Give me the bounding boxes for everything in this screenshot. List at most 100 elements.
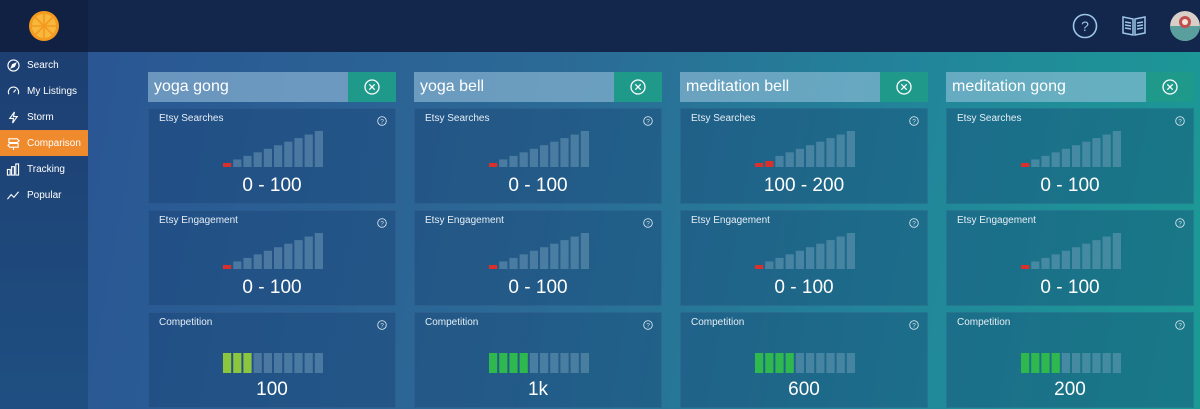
meter-bar <box>1102 134 1111 167</box>
sidebar-item-comparison[interactable]: Comparison <box>0 130 88 156</box>
meter-bar <box>233 159 242 167</box>
meter-bar <box>223 163 232 167</box>
meter-bar <box>580 131 589 167</box>
meter-bar <box>1061 148 1070 167</box>
keyword-input[interactable]: meditation gong <box>946 72 1146 102</box>
help-icon[interactable]: ? <box>909 215 919 228</box>
meter-bar <box>1072 247 1081 269</box>
meter-bar <box>253 152 262 167</box>
sidebar-item-popular[interactable]: Popular <box>0 182 88 208</box>
meter-bar <box>274 145 283 167</box>
meter-bar <box>836 236 845 269</box>
svg-text:?: ? <box>646 220 650 227</box>
meter-bar <box>304 134 313 167</box>
help-icon[interactable]: ? <box>1175 317 1185 330</box>
meter-bar <box>1061 353 1070 373</box>
meter-bar <box>529 353 538 373</box>
meter-bar <box>263 148 272 167</box>
help-icon[interactable]: ? <box>377 113 387 126</box>
meter-bar <box>284 243 293 269</box>
meter-bar <box>233 261 242 269</box>
meter-bar <box>243 353 252 373</box>
help-icon[interactable]: ? <box>1175 113 1185 126</box>
keyword-row: meditation gong <box>946 72 1194 102</box>
meter-bar <box>1082 141 1091 167</box>
meter-bar <box>1051 353 1060 373</box>
keyword-input[interactable]: yoga bell <box>414 72 614 102</box>
competition-bars <box>489 353 589 373</box>
sidebar: Search My Listings Storm Comparison Tracking… <box>0 52 88 409</box>
help-icon[interactable]: ? <box>643 317 653 330</box>
logo[interactable] <box>0 0 88 52</box>
help-icon[interactable]: ? <box>909 317 919 330</box>
sidebar-item-storm[interactable]: Storm <box>0 104 88 130</box>
help-icon[interactable]: ? <box>643 215 653 228</box>
meter-bar <box>836 353 845 373</box>
meter-bar <box>785 152 794 167</box>
sidebar-item-my-listings[interactable]: My Listings <box>0 78 88 104</box>
meter-bar <box>1102 236 1111 269</box>
meter-bar <box>785 353 794 373</box>
remove-keyword-button[interactable] <box>880 72 928 102</box>
engagement-card: Etsy Engagement? 0 - 100 <box>148 210 396 306</box>
meter-bar <box>846 353 855 373</box>
meter-bar <box>580 233 589 269</box>
card-value: 1k <box>527 379 549 400</box>
card-value: 100 - 200 <box>763 175 845 196</box>
meter-bar <box>1082 353 1091 373</box>
meter-bar <box>826 240 835 269</box>
help-icon[interactable]: ? <box>377 317 387 330</box>
engagement-card: Etsy Engagement? 0 - 100 <box>946 210 1194 306</box>
help-icon[interactable]: ? <box>909 113 919 126</box>
meter-bar <box>1072 145 1081 167</box>
meter-bar <box>1112 131 1121 167</box>
card-title: Competition <box>957 317 1011 328</box>
meter-bar <box>570 134 579 167</box>
meter-bar <box>499 261 508 269</box>
meter-bar <box>294 353 303 373</box>
svg-text:?: ? <box>1081 18 1089 34</box>
card-title: Competition <box>691 317 745 328</box>
meter-bar <box>775 353 784 373</box>
volume-meter <box>489 233 589 269</box>
meter-bar <box>1041 353 1050 373</box>
remove-keyword-button[interactable] <box>1146 72 1194 102</box>
volume-meter <box>755 131 855 167</box>
meter-bar <box>836 134 845 167</box>
keyword-input[interactable]: meditation bell <box>680 72 880 102</box>
searches-card: Etsy Searches? 0 - 100 <box>148 108 396 204</box>
meter-bar <box>795 148 804 167</box>
card-value: 600 <box>788 379 820 400</box>
card-value: 0 - 100 <box>508 175 568 196</box>
meter-bar <box>253 353 262 373</box>
remove-keyword-button[interactable] <box>614 72 662 102</box>
sidebar-item-tracking[interactable]: Tracking <box>0 156 88 182</box>
meter-bar <box>1102 353 1111 373</box>
book-icon[interactable] <box>1121 13 1147 39</box>
sidebar-item-search[interactable]: Search <box>0 52 88 78</box>
remove-keyword-button[interactable] <box>348 72 396 102</box>
competition-bars <box>223 353 323 373</box>
meter-bar <box>499 159 508 167</box>
close-circle-icon <box>896 79 912 95</box>
help-icon[interactable]: ? <box>1175 215 1185 228</box>
card-title: Etsy Engagement <box>159 215 238 226</box>
trend-bars <box>755 233 855 269</box>
help-icon[interactable]: ? <box>643 113 653 126</box>
top-bar: ? <box>0 0 1200 52</box>
keyword-input[interactable]: yoga gong <box>148 72 348 102</box>
svg-text:?: ? <box>912 220 916 227</box>
keyword-row: yoga bell <box>414 72 662 102</box>
help-icon[interactable]: ? <box>377 215 387 228</box>
competition-bars <box>1021 353 1121 373</box>
keyword-column: yoga gong Etsy Searches? 0 - 100 Etsy Engag… <box>148 72 396 408</box>
help-circle-icon[interactable]: ? <box>1072 13 1098 39</box>
meter-bar <box>795 250 804 269</box>
meter-bar <box>489 163 498 167</box>
avatar[interactable] <box>1170 11 1200 41</box>
meter-bar <box>785 254 794 269</box>
svg-text:?: ? <box>912 322 916 329</box>
meter-bar <box>1092 138 1101 167</box>
meter-bar <box>550 353 559 373</box>
card-title: Etsy Engagement <box>957 215 1036 226</box>
